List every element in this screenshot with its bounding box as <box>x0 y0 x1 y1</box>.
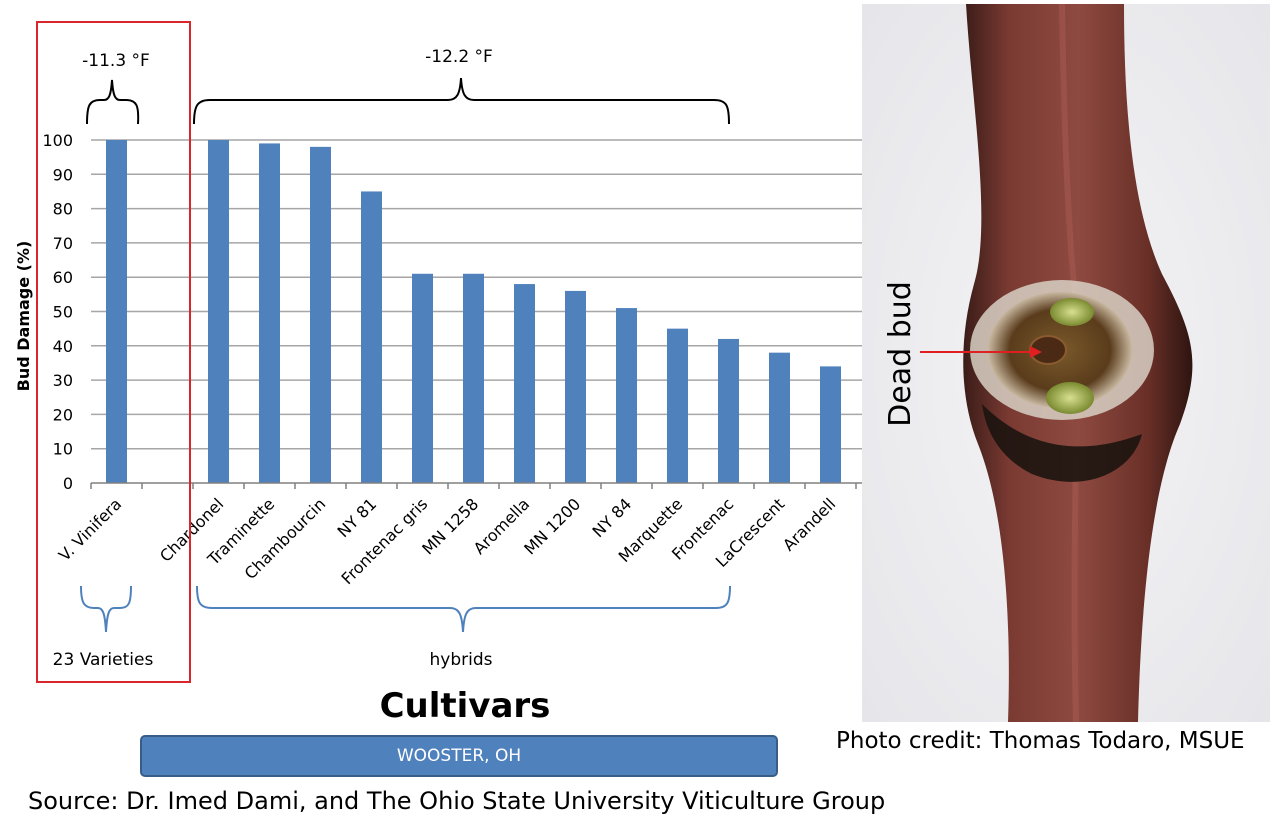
bar <box>361 191 382 483</box>
bar <box>769 352 790 483</box>
bud-green-top <box>1050 298 1094 326</box>
photo-credit: Photo credit: Thomas Todaro, MSUE <box>836 728 1245 754</box>
y-axis-ticks: 0 10 20 30 40 50 60 70 80 90 100 <box>42 131 73 493</box>
bar <box>208 140 229 483</box>
group-label-hybrids: hybrids <box>430 650 493 670</box>
x-tick-label: NY 84 <box>589 494 636 541</box>
annotations: -11.3 °F -12.2 °F 23 Varieties hybrids <box>36 21 731 683</box>
brace-hybrids-top <box>193 77 730 125</box>
x-tick-label: Arandell <box>779 494 839 554</box>
dead-bud-arrow-head <box>1030 346 1042 358</box>
brace-vinifera-bottom <box>80 585 132 633</box>
location-banner: WOOSTER, OH <box>140 735 778 777</box>
bars <box>106 140 841 484</box>
bar <box>106 140 127 483</box>
dark-scar <box>982 404 1142 482</box>
brace-hybrids-bottom <box>196 585 731 633</box>
temp-label-vinifera: -11.3 °F <box>82 51 150 71</box>
bar <box>616 308 637 483</box>
bar <box>412 273 433 483</box>
x-tick-label: V. Vinifera <box>55 494 125 564</box>
bar <box>718 338 739 483</box>
temp-label-hybrids: -12.2 °F <box>425 47 493 67</box>
y-tick-label: 70 <box>53 234 73 253</box>
bar <box>259 143 280 483</box>
bud-green-bottom <box>1046 382 1094 414</box>
y-tick-label: 80 <box>53 200 73 219</box>
dead-bud-photo: Dead bud <box>862 4 1270 722</box>
bar <box>463 273 484 483</box>
y-tick-label: 40 <box>53 337 73 356</box>
x-axis <box>90 482 873 489</box>
x-axis-tick-labels: V. Vinifera ChardonelTraminetteChambourci… <box>55 494 839 588</box>
y-tick-label: 50 <box>53 303 73 322</box>
bar <box>667 328 688 483</box>
bar <box>514 284 535 483</box>
source-note: Source: Dr. Imed Dami, and The Ohio Stat… <box>28 787 886 815</box>
dead-bud-label: Dead bud <box>883 281 918 427</box>
brace-vinifera-top <box>86 79 140 125</box>
bar <box>565 290 586 483</box>
vinifera-highlight-box <box>36 21 191 683</box>
bar <box>820 366 841 483</box>
bar <box>310 146 331 484</box>
x-tick-label: MN 1200 <box>520 494 584 558</box>
y-tick-label: 0 <box>63 474 73 493</box>
cane-highlight <box>1059 4 1079 722</box>
group-label-vinifera: 23 Varieties <box>53 650 154 670</box>
y-tick-label: 30 <box>53 371 73 390</box>
y-tick-label: 10 <box>53 440 73 459</box>
y-tick-label: 90 <box>53 165 73 184</box>
y-tick-label: 100 <box>42 131 73 150</box>
y-tick-label: 20 <box>53 405 73 424</box>
bar-chart: 0 10 20 30 40 50 60 70 80 90 100 V. Vinifera Chardo… <box>14 131 873 588</box>
y-tick-label: 60 <box>53 268 73 287</box>
x-tick-label: NY 81 <box>334 494 381 541</box>
y-axis-label: Bud Damage (%) <box>14 241 33 392</box>
x-axis-label: Cultivars <box>379 686 551 726</box>
